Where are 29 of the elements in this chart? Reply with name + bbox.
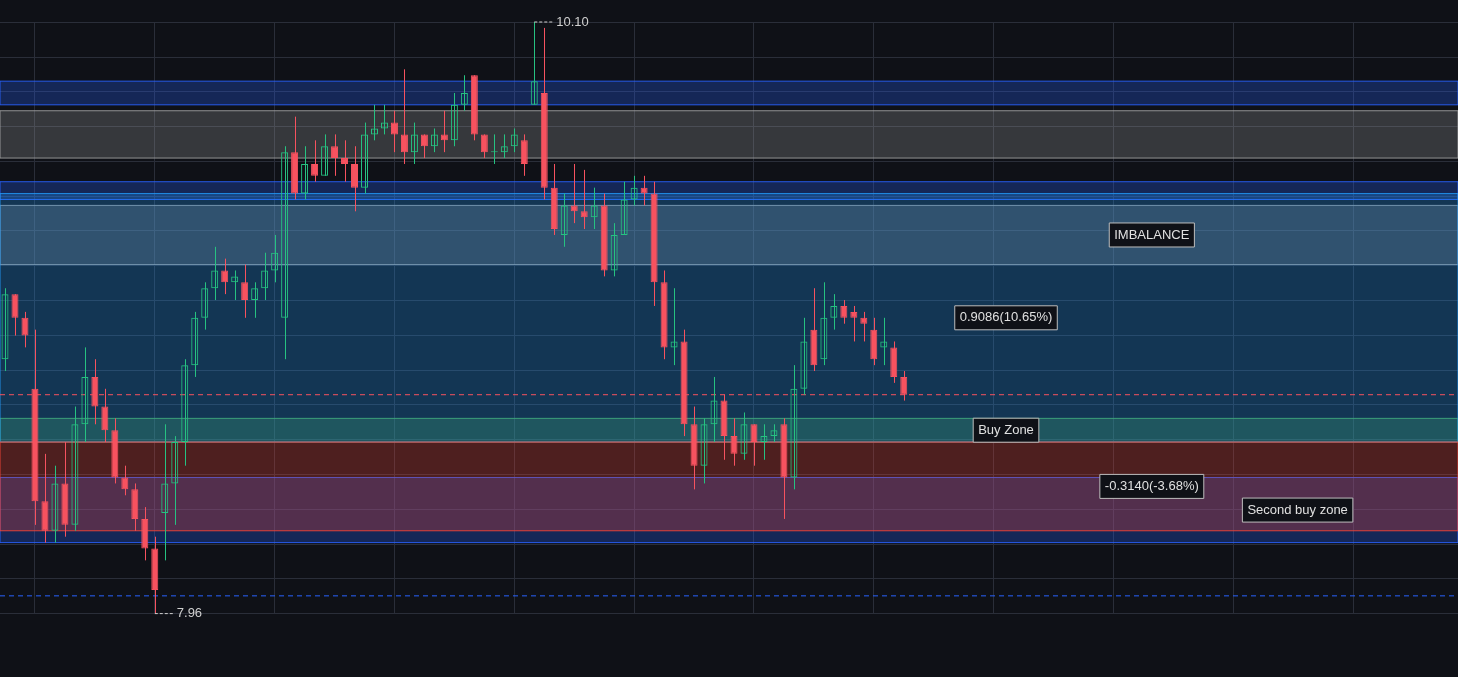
annotation: 7.96 [176, 605, 203, 621]
band-label: Second buy zone [1247, 501, 1348, 517]
candlestick [390, 110, 398, 153]
candlestick [400, 68, 408, 165]
band-label: IMBALANCE [1114, 226, 1190, 242]
candlestick [440, 110, 448, 153]
candlestick [730, 417, 738, 467]
candlestick [121, 465, 129, 496]
candlestick [311, 139, 319, 183]
band-label: 0.9086(10.65%) [959, 309, 1053, 325]
candlestick [640, 175, 648, 206]
candlestick [331, 133, 339, 177]
candlestick [580, 169, 588, 230]
candlestick [860, 311, 868, 342]
candlestick [221, 258, 229, 295]
candlestick [351, 145, 359, 212]
candlestick [520, 133, 528, 177]
candlestick [11, 293, 19, 337]
band-label: -0.3140(-3.68%) [1104, 477, 1199, 493]
candlestick [840, 299, 848, 325]
candlestick [750, 423, 758, 467]
band-label: Buy Zone [978, 421, 1034, 437]
candlestick [900, 370, 908, 402]
candlestick [850, 305, 858, 342]
candlestick [341, 139, 349, 183]
candlestick [21, 311, 29, 348]
annotation: 10.10 [556, 13, 589, 29]
candlestick [570, 163, 578, 224]
candlestick [241, 264, 249, 319]
